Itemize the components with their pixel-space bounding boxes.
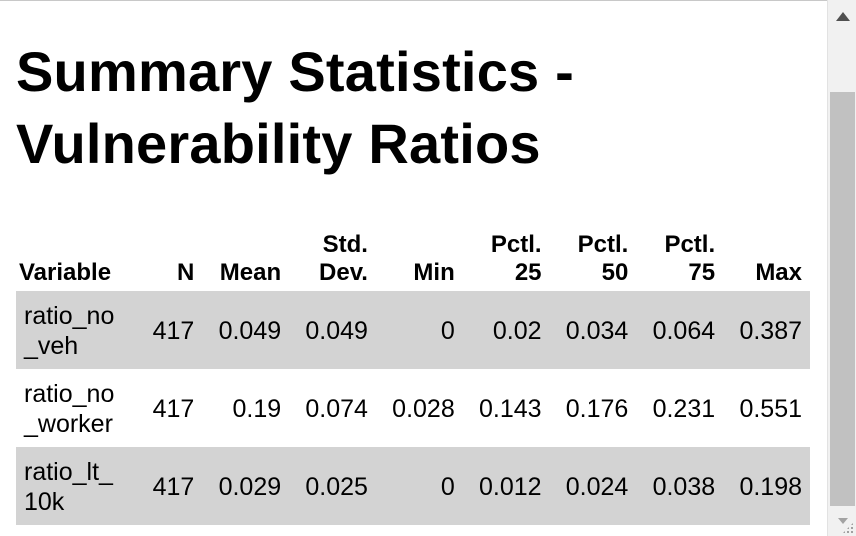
- scroll-up-arrow-icon[interactable]: [836, 12, 850, 21]
- header-std-line1: Std.: [322, 231, 368, 258]
- cell-pctl-25: 0.012: [462, 447, 550, 525]
- summary-table: Variable N Mean Std. Dev. Min Pctl. 25 Pct…: [16, 231, 810, 525]
- header-p25-line2: 25: [514, 259, 542, 286]
- cell-max: 0.387: [723, 291, 810, 369]
- cell-variable-line2: _worker: [24, 409, 113, 438]
- cell-min: 0: [375, 447, 463, 525]
- cell-variable-line1: ratio_lt_: [24, 457, 113, 486]
- header-n: N: [177, 259, 195, 286]
- cell-pctl-75: 0.231: [652, 394, 716, 423]
- header-pctl-75: Pctl. 75: [636, 231, 723, 291]
- cell-min: 0.028: [392, 394, 455, 423]
- cell-n: 417: [139, 291, 203, 369]
- cell-variable-line1: ratio_no: [24, 301, 115, 330]
- cell-pctl-50: 0.024: [549, 447, 637, 525]
- scroll-down-arrow-icon[interactable]: [838, 518, 848, 524]
- cell-pctl-50: 0.176: [565, 394, 629, 423]
- cell-std-dev: 0.074: [305, 394, 368, 423]
- header-std-dev: Std. Dev.: [289, 231, 376, 291]
- header-pctl-50: Pctl. 50: [550, 231, 637, 291]
- cell-pctl-50: 0.034: [549, 291, 637, 369]
- cell-n: 417: [139, 447, 203, 525]
- cell-variable: ratio_lt_ 10k: [16, 447, 140, 525]
- header-p50-line2: 50: [601, 259, 629, 286]
- header-mean: Mean: [219, 259, 282, 286]
- cell-pctl-25: 0.02: [462, 291, 550, 369]
- cell-mean: 0.029: [202, 447, 290, 525]
- table-row: ratio_lt_ 10k 417 0.029 0.025 0 0.012 0.0…: [16, 447, 810, 525]
- cell-pctl-75: 0.038: [636, 447, 724, 525]
- header-variable: Variable: [19, 259, 112, 286]
- header-p25-line1: Pctl.: [490, 231, 542, 258]
- header-std-line2: Dev.: [319, 259, 368, 286]
- scrollbar-thumb[interactable]: [830, 92, 855, 506]
- cell-min: 0: [375, 291, 463, 369]
- viewport-top-border: [0, 0, 827, 1]
- cell-max: 0.551: [739, 394, 802, 423]
- header-max: Max: [755, 259, 802, 286]
- header-p75-line2: 75: [688, 259, 716, 286]
- vertical-scrollbar[interactable]: [827, 0, 856, 536]
- table-row: ratio_no _veh 417 0.049 0.049 0 0.02 0.03…: [16, 291, 810, 369]
- table-header-row: Variable N Mean Std. Dev. Min Pctl. 25 Pct…: [16, 231, 810, 291]
- cell-variable-line2: _veh: [24, 331, 79, 360]
- cell-variable: ratio_no _veh: [16, 291, 140, 369]
- cell-std-dev: 0.049: [289, 291, 376, 369]
- table-row: ratio_no _worker 417 0.19 0.074 0.028 0.1…: [16, 369, 810, 447]
- cell-variable: ratio_no _worker: [16, 369, 140, 447]
- cell-pctl-25: 0.143: [478, 394, 542, 423]
- cell-std-dev: 0.025: [289, 447, 376, 525]
- cell-variable-line1: ratio_no: [24, 379, 115, 408]
- header-p50-line1: Pctl.: [577, 231, 629, 258]
- cell-mean: 0.049: [202, 291, 290, 369]
- cell-n: 417: [152, 394, 195, 423]
- main-content: Summary Statistics - Vulnerability Ratio…: [16, 0, 816, 525]
- cell-variable-line2: 10k: [24, 487, 65, 516]
- header-p75-line1: Pctl.: [664, 231, 716, 258]
- cell-mean: 0.19: [232, 394, 282, 423]
- header-pctl-25: Pctl. 25: [463, 231, 550, 291]
- page-title: Summary Statistics - Vulnerability Ratio…: [16, 40, 574, 175]
- header-min: Min: [413, 259, 455, 286]
- cell-max: 0.198: [723, 447, 810, 525]
- cell-pctl-75: 0.064: [636, 291, 724, 369]
